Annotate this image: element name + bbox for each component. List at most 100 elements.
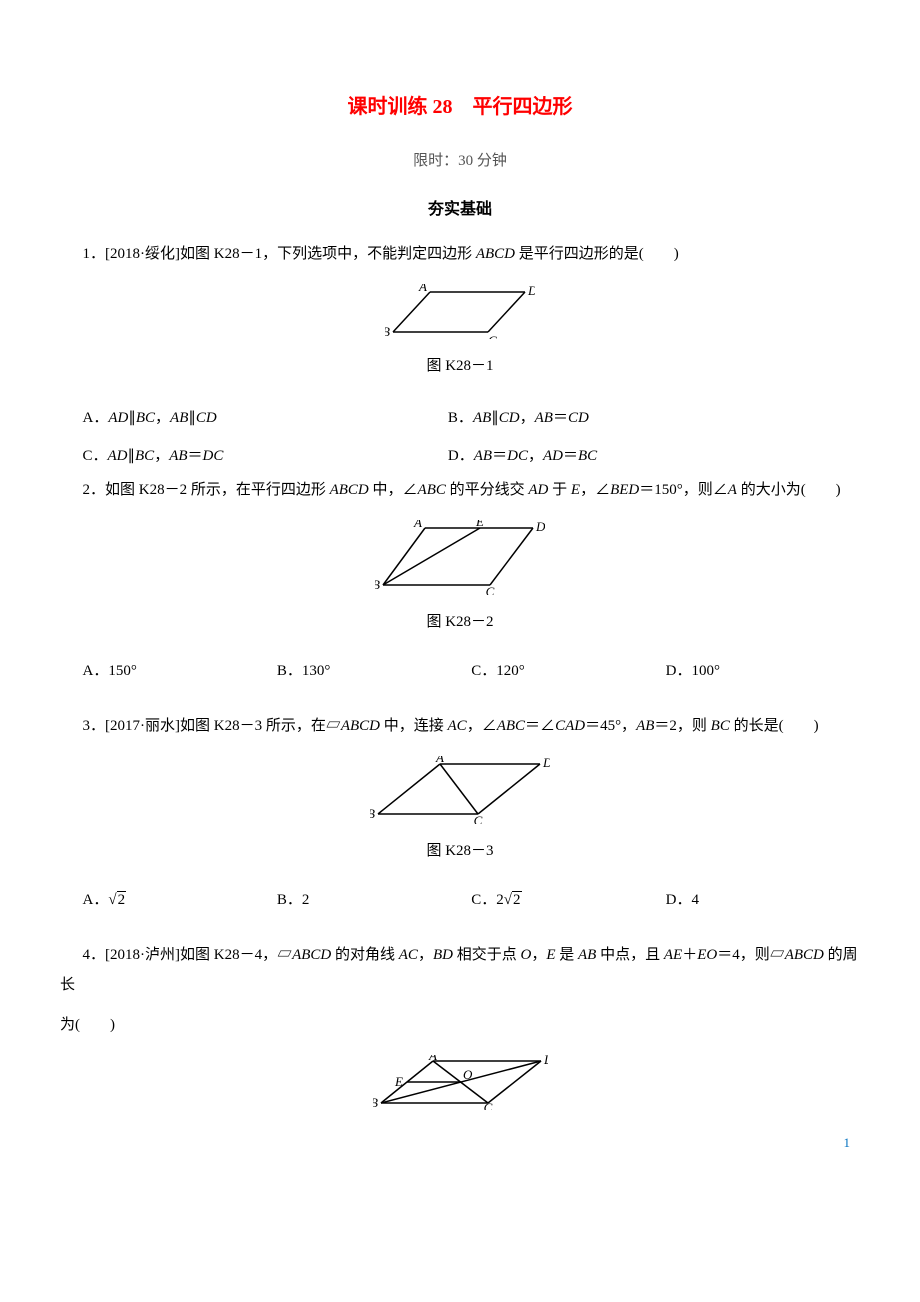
q4-s4: ， <box>418 947 433 963</box>
q3A-root: 2 <box>117 891 127 908</box>
q1B-t3: ＝ <box>553 410 568 426</box>
q4-s8: ， <box>531 947 546 963</box>
q1C-i1: AD <box>108 448 128 464</box>
q1-stem: 1．[2018·绥化]如图 K28－1，下列选项中，不能判定四边形 ABCD 是… <box>60 239 860 269</box>
q3A-pre: A． <box>83 892 109 908</box>
q1A-t3: ∥ <box>188 410 196 426</box>
q4-pre: 4．[2018·泸州]如图 K28－4，▱ <box>83 947 293 963</box>
q4-s12: 中点，且 <box>596 947 664 963</box>
q3-figure: ADBC <box>60 756 860 829</box>
q3-s11: BC <box>711 718 730 734</box>
svg-text:B: B <box>385 324 390 339</box>
q1C-pre: C． <box>83 448 108 464</box>
q1B-t1: ∥ <box>491 410 499 426</box>
q1C-t2: ， <box>154 448 169 464</box>
q3-optC: C．22 <box>471 885 665 915</box>
q4-s15: EO <box>697 947 717 963</box>
svg-text:D: D <box>535 520 545 534</box>
svg-text:C: C <box>486 584 495 595</box>
q3-options: A． 2 B．2 C．22 D．4 <box>83 885 861 915</box>
svg-text:D: D <box>542 756 550 770</box>
q1A-i1: AD <box>108 410 128 426</box>
q3-optA: A． 2 <box>83 885 277 915</box>
q2-s9: BED <box>610 482 639 498</box>
q2-s12: 的大小为( ) <box>737 482 841 498</box>
q3-s6: ＝∠ <box>525 718 555 734</box>
q2-s2: 中，∠ <box>369 482 418 498</box>
q1C-i2: BC <box>135 448 154 464</box>
q1B-i1: AB <box>473 410 491 426</box>
q2-optB: B．130° <box>277 656 471 686</box>
q1C-i4: DC <box>203 448 224 464</box>
q3-s4: ，∠ <box>467 718 497 734</box>
q1B-i2: CD <box>499 410 520 426</box>
q4-s7: O <box>520 947 531 963</box>
q1C-i3: AB <box>169 448 187 464</box>
q4-s11: AB <box>578 947 596 963</box>
q3-optD: D．4 <box>666 885 860 915</box>
q3-optB: B．2 <box>277 885 471 915</box>
q1-optB: B．AB∥CD，AB＝CD <box>448 400 813 438</box>
q4-s6: 相交于点 <box>453 947 521 963</box>
svg-text:D: D <box>543 1055 548 1067</box>
svg-text:A: A <box>413 520 422 530</box>
q1-caption: 图 K28－1 <box>60 354 860 375</box>
q4-figure: ADBCEO <box>60 1055 860 1115</box>
svg-text:C: C <box>483 1100 492 1110</box>
q4-stem-line2: 为( ) <box>60 1010 860 1040</box>
q2-s1: ABCD <box>330 482 369 498</box>
q1-col-left: A．AD∥BC，AB∥CD C．AD∥BC，AB＝DC <box>83 400 448 475</box>
q1-col-right: B．AB∥CD，AB＝CD D．AB＝DC，AD＝BC <box>448 400 813 475</box>
q1A-i3: AB <box>170 410 188 426</box>
q3-s2: 中，连接 <box>380 718 448 734</box>
svg-text:O: O <box>463 1067 473 1082</box>
q3-s7: CAD <box>555 718 585 734</box>
q1B-t2: ， <box>520 410 535 426</box>
q3-s1: ABCD <box>341 718 380 734</box>
q4-s9: E <box>546 947 555 963</box>
svg-text:C: C <box>488 333 497 339</box>
q1-text-pre: 1．[2018·绥化]如图 K28－1，下列选项中，不能判定四边形 <box>83 246 476 262</box>
q2-s11: A <box>728 482 737 498</box>
page: 课时训练 28 平行四边形 限时：30 分钟 夯实基础 1．[2018·绥化]如… <box>0 0 920 1191</box>
q3-pre: 3．[2017·丽水]如图 K28－3 所示，在▱ <box>83 718 341 734</box>
q1D-i2: DC <box>507 448 528 464</box>
q3C-root: 2 <box>512 891 522 908</box>
q4-s1: ABCD <box>292 947 331 963</box>
q2-s10: ＝150°，则∠ <box>639 482 728 498</box>
svg-text:A: A <box>428 1055 437 1063</box>
q2-s5: AD <box>528 482 548 498</box>
q3-s12: 的长是( ) <box>730 718 819 734</box>
svg-text:B: B <box>370 806 375 821</box>
q3-s9: AB <box>636 718 654 734</box>
q1A-i2: BC <box>136 410 155 426</box>
q2-optD: D．100° <box>666 656 860 686</box>
q1D-t1: ＝ <box>492 448 507 464</box>
q2-s3: ABC <box>418 482 446 498</box>
q2-stem: 2．如图 K28－2 所示，在平行四边形 ABCD 中，∠ABC 的平分线交 A… <box>60 475 860 505</box>
q1-optC: C．AD∥BC，AB＝DC <box>83 438 448 476</box>
q3-stem: 3．[2017·丽水]如图 K28－3 所示，在▱ABCD 中，连接 AC，∠A… <box>60 711 860 741</box>
q1-options: A．AD∥BC，AB∥CD C．AD∥BC，AB＝DC B．AB∥CD，AB＝C… <box>83 400 861 475</box>
q4-s5: BD <box>433 947 453 963</box>
q2-figure: AEDBC <box>60 520 860 600</box>
q3-svg: ADBC <box>370 756 550 824</box>
q1D-pre: D． <box>448 448 474 464</box>
q4-s14: ＋ <box>682 947 697 963</box>
q2-s7: E <box>571 482 580 498</box>
q3-caption: 图 K28－3 <box>60 839 860 860</box>
svg-text:E: E <box>394 1074 403 1089</box>
q1A-t2: ， <box>155 410 170 426</box>
svg-text:A: A <box>435 756 444 765</box>
q1-text-post: 是平行四边形的是( ) <box>515 246 679 262</box>
q1B-i4: CD <box>568 410 589 426</box>
q1D-i1: AB <box>474 448 492 464</box>
q3A-sqrt: 2 <box>108 885 126 915</box>
q1-figure: ADBC <box>60 284 860 344</box>
q3-s8: ＝45°， <box>585 718 636 734</box>
q1D-i3: AD <box>543 448 563 464</box>
q4-s2: 的对角线 <box>331 947 399 963</box>
q1-svg: ADBC <box>385 284 535 339</box>
q2-caption: 图 K28－2 <box>60 610 860 631</box>
q1D-t2: ， <box>528 448 543 464</box>
